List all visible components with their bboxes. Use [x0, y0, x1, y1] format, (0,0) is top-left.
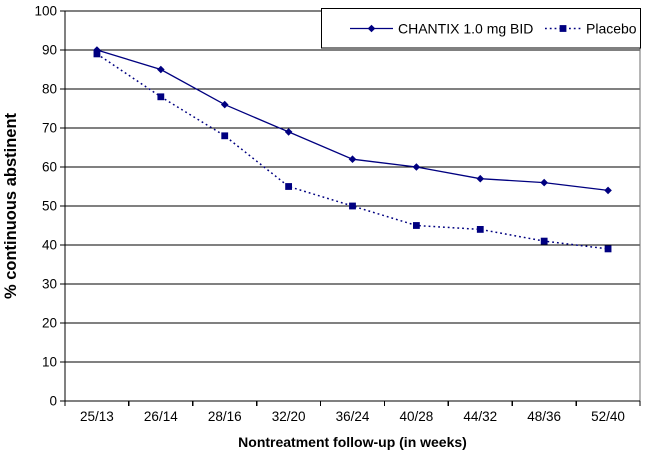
x-tick-label: 52/40 — [591, 409, 625, 424]
x-tick-label: 36/24 — [336, 409, 370, 424]
legend-marker-chantix-1-0-mg-bid — [367, 24, 376, 33]
y-tick-label: 70 — [42, 121, 57, 136]
x-axis-title: Nontreatment follow-up (in weeks) — [238, 434, 467, 450]
x-tick-label: 32/20 — [272, 409, 306, 424]
y-tick-label: 60 — [42, 160, 57, 175]
y-tick-label: 100 — [34, 4, 57, 19]
y-axis-title: % continuous abstinent — [2, 112, 20, 299]
data-point-marker-chantix-1-0-mg-bid — [284, 128, 293, 136]
data-point-marker-placebo — [157, 93, 165, 101]
y-tick-label: 20 — [42, 316, 57, 331]
x-tick-label: 28/16 — [208, 409, 242, 424]
data-point-marker-chantix-1-0-mg-bid — [604, 186, 612, 195]
data-point-marker-chantix-1-0-mg-bid — [540, 178, 548, 187]
x-tick-label: 44/32 — [463, 409, 497, 424]
x-tick-label: 25/13 — [80, 409, 114, 424]
data-point-marker-chantix-1-0-mg-bid — [157, 65, 165, 74]
y-tick-label: 0 — [49, 394, 57, 409]
y-tick-label: 10 — [42, 355, 57, 370]
x-tick-label: 48/36 — [527, 409, 561, 424]
y-tick-label: 30 — [42, 277, 57, 292]
data-point-marker-placebo — [285, 183, 293, 190]
data-point-marker-chantix-1-0-mg-bid — [412, 163, 421, 171]
legend-marker-placebo — [559, 25, 567, 32]
data-point-marker-placebo — [349, 202, 356, 210]
y-tick-label: 90 — [42, 43, 57, 58]
x-tick-label: 40/28 — [399, 409, 433, 424]
legend-label-placebo: Placebo — [586, 21, 637, 37]
y-tick-label: 80 — [42, 82, 57, 97]
data-point-marker-placebo — [221, 132, 229, 140]
y-tick-label: 40 — [42, 238, 57, 253]
series-line-placebo — [96, 53, 609, 250]
data-point-marker-placebo — [412, 222, 420, 229]
data-point-marker-chantix-1-0-mg-bid — [476, 174, 485, 183]
y-tick-label: 50 — [42, 199, 57, 214]
data-point-marker-placebo — [540, 237, 548, 245]
data-point-marker-placebo — [93, 50, 101, 58]
x-tick-label: 26/14 — [144, 409, 178, 424]
data-point-marker-chantix-1-0-mg-bid — [348, 155, 357, 163]
data-point-marker-placebo — [604, 245, 612, 253]
data-point-marker-chantix-1-0-mg-bid — [220, 100, 229, 109]
legend-label-chantix-1-0-mg-bid: CHANTIX 1.0 mg BID — [398, 21, 533, 37]
data-point-marker-placebo — [476, 226, 484, 233]
legend: CHANTIX 1.0 mg BID Placebo — [321, 8, 641, 49]
